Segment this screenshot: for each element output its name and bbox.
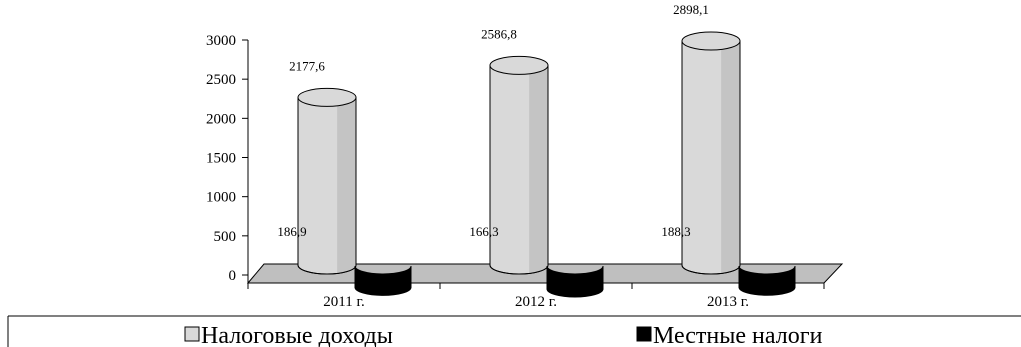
- y-tick-label: 3000: [206, 33, 236, 49]
- legend-label-tax-revenue: Налоговые доходы: [201, 323, 393, 347]
- bar-tax-revenue: [297, 87, 357, 275]
- bar-local-taxes: [354, 265, 412, 296]
- data-label-tax-revenue: 2898,1: [673, 2, 709, 17]
- legend-swatch-tax-revenue: [184, 326, 200, 342]
- data-label-tax-revenue: 2177,6: [289, 58, 325, 73]
- data-label-local-taxes: 166,3: [469, 224, 498, 239]
- chart-bars: [297, 31, 796, 298]
- bar-tax-revenue: [489, 55, 549, 275]
- bar-local-taxes: [546, 265, 604, 298]
- y-tick-label: 2500: [206, 72, 236, 88]
- bar-tax-revenue: [681, 31, 741, 275]
- x-tick-label: 2012 г.: [515, 294, 557, 310]
- legend-label-local-taxes: Местные налоги: [653, 323, 823, 347]
- y-tick-label: 1500: [206, 151, 236, 167]
- data-label-local-taxes: 186,9: [277, 224, 306, 239]
- y-tick-label: 0: [229, 268, 237, 284]
- data-label-tax-revenue: 2586,8: [481, 26, 517, 41]
- chart-data-labels: 2177,6 186,9 2586,8 166,3 2898,1 188,3: [277, 2, 709, 239]
- legend-swatch-local-taxes: [636, 326, 652, 342]
- x-tick-label: 2011 г.: [323, 294, 364, 310]
- x-tick-label: 2013 г.: [707, 294, 749, 310]
- y-tick-label: 1000: [206, 190, 236, 206]
- bar-local-taxes: [738, 265, 796, 296]
- y-tick-label: 500: [214, 229, 237, 245]
- data-label-local-taxes: 188,3: [661, 224, 690, 239]
- legend: Налоговые доходы Местные налоги: [7, 315, 1021, 347]
- y-tick-label: 2000: [206, 111, 236, 127]
- chart-axes: 0 500 1000 1500 2000 2500 3000 2011 г. 2012 г. 20…: [206, 33, 825, 310]
